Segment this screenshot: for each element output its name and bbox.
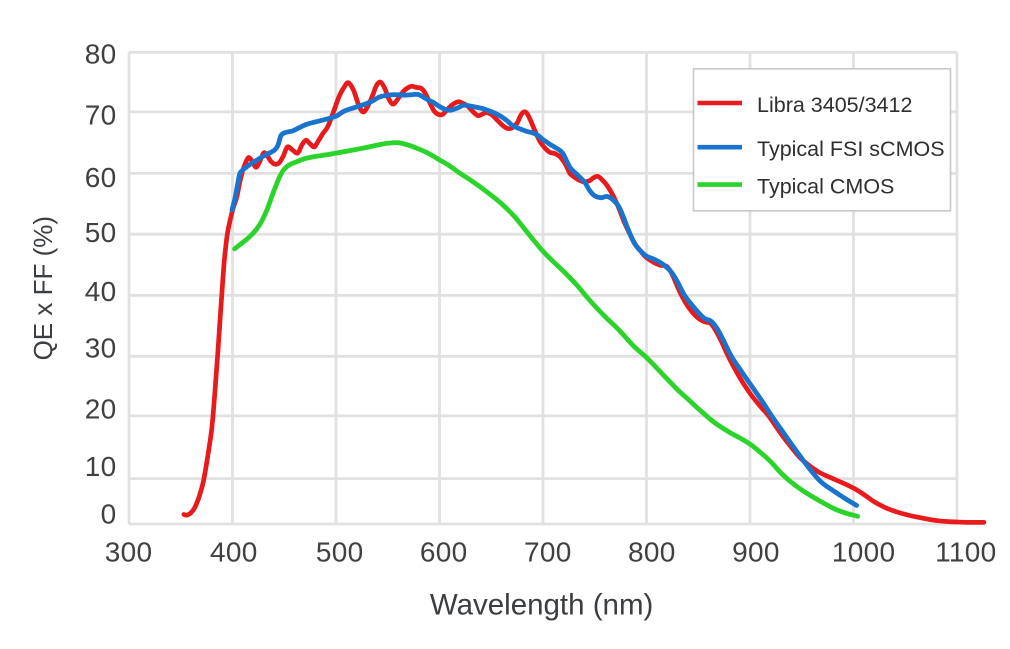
svg-text:900: 900 bbox=[732, 537, 780, 568]
svg-text:60: 60 bbox=[85, 162, 117, 193]
svg-text:30: 30 bbox=[85, 333, 117, 364]
svg-text:70: 70 bbox=[85, 99, 117, 130]
svg-text:40: 40 bbox=[85, 276, 117, 307]
svg-text:50: 50 bbox=[85, 217, 117, 248]
svg-text:Libra 3405/3412: Libra 3405/3412 bbox=[757, 93, 912, 117]
svg-text:500: 500 bbox=[316, 537, 364, 568]
svg-text:Typical CMOS: Typical CMOS bbox=[757, 175, 894, 199]
svg-text:400: 400 bbox=[210, 537, 258, 568]
svg-text:300: 300 bbox=[105, 537, 153, 568]
svg-text:0: 0 bbox=[101, 499, 117, 530]
svg-text:QE x FF (%): QE x FF (%) bbox=[28, 216, 58, 360]
svg-text:20: 20 bbox=[85, 394, 117, 425]
svg-text:Wavelength (nm): Wavelength (nm) bbox=[430, 589, 654, 622]
svg-text:700: 700 bbox=[524, 537, 572, 568]
svg-text:1100: 1100 bbox=[935, 537, 996, 568]
svg-text:Typical FSI sCMOS: Typical FSI sCMOS bbox=[757, 137, 945, 161]
svg-text:10: 10 bbox=[85, 451, 117, 482]
svg-text:600: 600 bbox=[420, 537, 468, 568]
svg-text:800: 800 bbox=[628, 537, 676, 568]
svg-text:80: 80 bbox=[85, 38, 117, 69]
svg-text:1000: 1000 bbox=[832, 537, 896, 568]
